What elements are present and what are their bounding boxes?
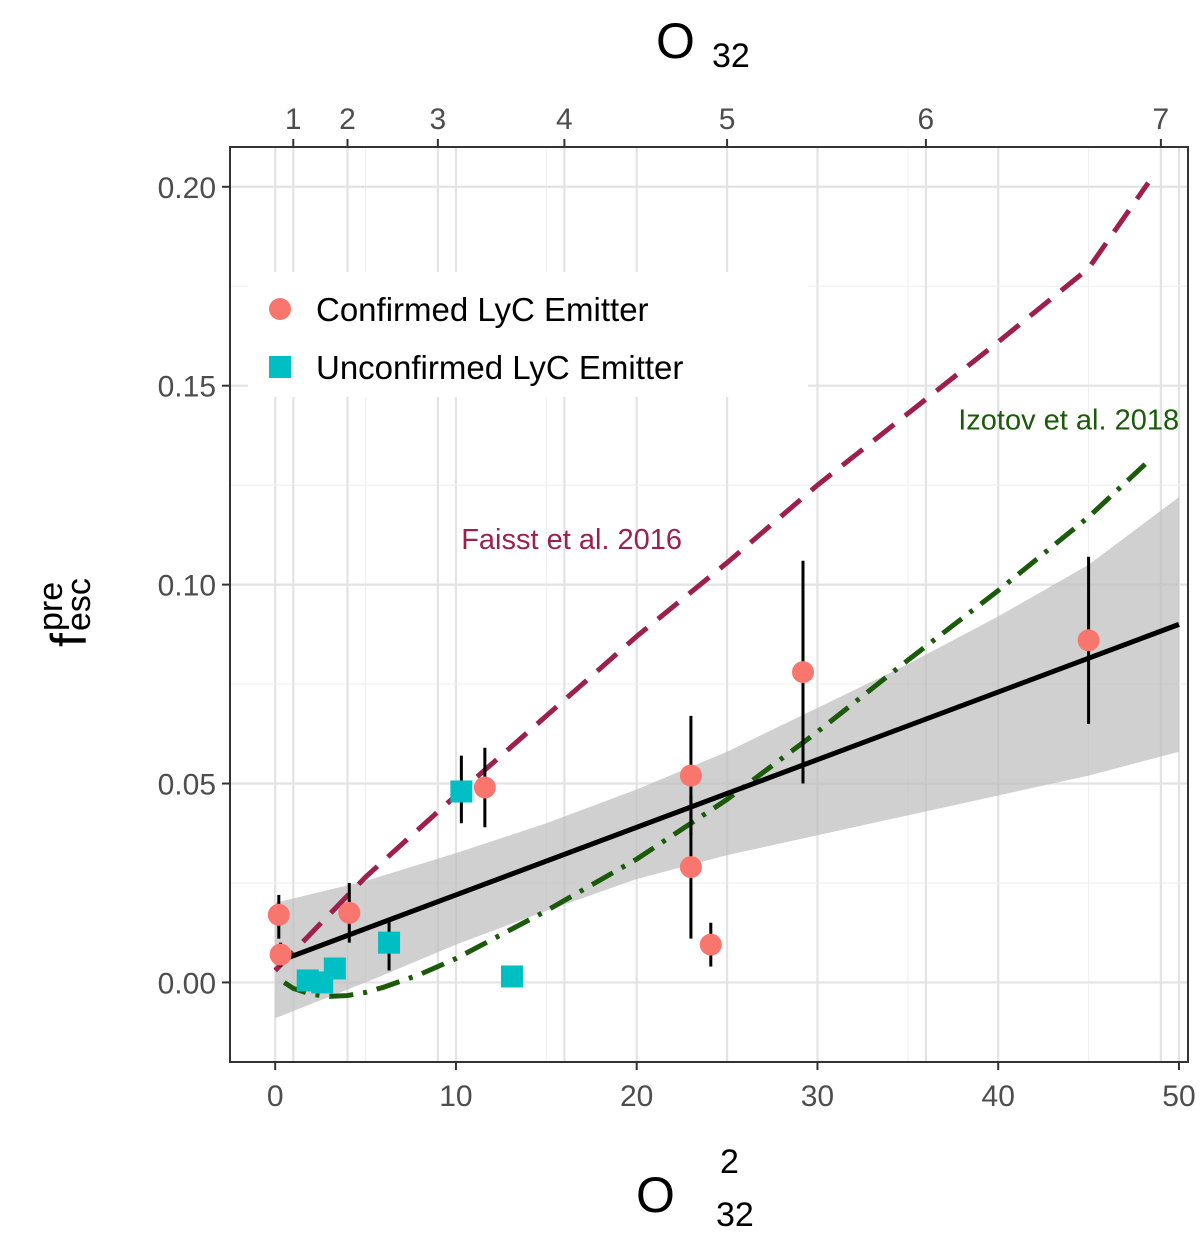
y-axis-title-sup: pre bbox=[32, 582, 70, 631]
y-tick-label-0: 0.00 bbox=[158, 967, 216, 1000]
point-0-1 bbox=[269, 943, 292, 966]
top-tick-label-0: 1 bbox=[285, 103, 302, 136]
legend-key-unconfirmed bbox=[269, 356, 291, 378]
x-axis-title-sup: 2 bbox=[720, 1143, 739, 1181]
x-tick-label-5: 50 bbox=[1162, 1080, 1195, 1113]
x-tick-label-1: 10 bbox=[439, 1080, 472, 1113]
point-0-2 bbox=[338, 901, 361, 924]
point-0-8 bbox=[1077, 629, 1100, 652]
x-tick-label-0: 0 bbox=[267, 1080, 284, 1113]
annotation-izotov: Izotov et al. 2018 bbox=[958, 404, 1179, 436]
point-1-5 bbox=[500, 965, 523, 988]
x-axis-ticks: 0 10 20 30 40 50 bbox=[267, 1062, 1196, 1113]
point-1-4 bbox=[323, 957, 346, 980]
x-axis-title: O 2 32 bbox=[636, 1143, 754, 1234]
legend-key-confirmed bbox=[269, 298, 291, 320]
annotation-faisst: Faisst et al. 2016 bbox=[461, 524, 682, 556]
top-axis-title-main: O bbox=[656, 13, 695, 69]
y-tick-label-2: 0.10 bbox=[158, 570, 216, 603]
confidence-band-layer bbox=[275, 497, 1179, 1019]
y-tick-label-3: 0.15 bbox=[158, 371, 216, 404]
legend-label-confirmed: Confirmed LyC Emitter bbox=[316, 291, 649, 328]
point-0-4 bbox=[679, 764, 702, 787]
top-tick-label-2: 3 bbox=[430, 103, 447, 136]
top-axis-title-sub: 32 bbox=[712, 37, 750, 75]
top-tick-label-1: 2 bbox=[339, 103, 356, 136]
y-axis-ticks: 0.00 0.05 0.10 0.15 0.20 bbox=[158, 172, 230, 1000]
y-tick-label-4: 0.20 bbox=[158, 172, 216, 205]
point-0-6 bbox=[699, 933, 722, 956]
reference-line-0 bbox=[273, 181, 1151, 973]
top-axis-title: O 32 bbox=[656, 13, 750, 75]
point-1-0 bbox=[450, 780, 473, 803]
top-tick-label-3: 4 bbox=[556, 103, 573, 136]
plot-panel-border bbox=[229, 146, 1189, 1063]
top-tick-label-4: 5 bbox=[719, 103, 736, 136]
fit-line bbox=[274, 622, 1180, 965]
top-tick-label-5: 6 bbox=[918, 103, 935, 136]
confidence-band bbox=[275, 497, 1179, 1019]
fit-layer bbox=[274, 622, 1180, 965]
x-axis-title-main: O bbox=[636, 1167, 675, 1223]
reference-line-1 bbox=[282, 459, 1150, 999]
x-axis-title-sub: 32 bbox=[716, 1196, 754, 1234]
point-1-1 bbox=[378, 931, 401, 954]
point-0-3 bbox=[473, 776, 496, 799]
y-axis-title-sub: esc bbox=[60, 578, 98, 631]
top-tick-label-6: 7 bbox=[1153, 103, 1170, 136]
x-tick-label-2: 20 bbox=[620, 1080, 653, 1113]
x-tick-label-3: 30 bbox=[801, 1080, 834, 1113]
point-0-5 bbox=[679, 856, 702, 879]
y-axis-title: f pre esc bbox=[32, 578, 98, 647]
point-0-0 bbox=[267, 903, 290, 926]
y-tick-label-1: 0.05 bbox=[158, 769, 216, 802]
legend-background bbox=[248, 272, 808, 397]
reference-lines bbox=[273, 181, 1151, 999]
x-tick-label-4: 40 bbox=[982, 1080, 1015, 1113]
y-axis-title-main: f bbox=[41, 633, 97, 647]
top-axis-ticks: 1 2 3 4 5 6 7 bbox=[285, 103, 1169, 147]
data-points bbox=[267, 629, 1100, 994]
point-0-7 bbox=[791, 661, 814, 684]
legend-label-unconfirmed: Unconfirmed LyC Emitter bbox=[316, 349, 683, 386]
